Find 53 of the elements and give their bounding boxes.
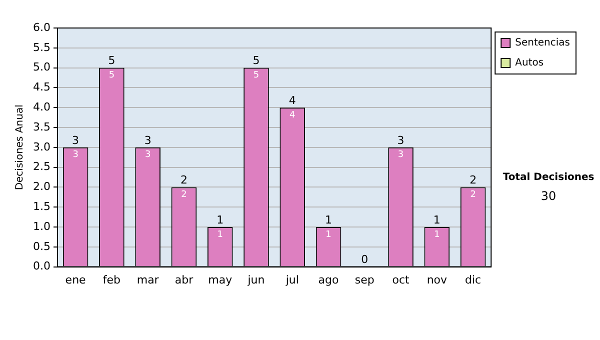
x-tick-label: abr [174, 273, 194, 286]
text: Total Decisiones [502, 172, 596, 183]
x-tick-label: mar [136, 273, 160, 286]
total-label: 1 [216, 213, 224, 226]
data-label: 1 [217, 230, 223, 240]
total-label: 0 [361, 253, 368, 266]
data-label: 1 [326, 230, 332, 240]
total-label: 1 [433, 213, 440, 226]
total-label: 1 [325, 213, 332, 226]
total-label: 5 [252, 54, 260, 68]
total-label: 3 [397, 134, 404, 147]
data-label: 1 [434, 230, 440, 240]
y-tick-label: 5.0 [32, 60, 50, 74]
y-axis-title: Decisiones Anual [14, 104, 26, 190]
x-tick-label: feb [102, 273, 121, 286]
y-tick-label: 5.5 [32, 40, 50, 54]
data-label: 2 [470, 190, 476, 200]
x-tick-label: jun [246, 273, 265, 286]
y-tick-label: 1.0 [32, 220, 50, 233]
x-tick-label: dic [465, 273, 482, 286]
x-tick-label: ago [318, 273, 340, 286]
y-tick-label: 6.0 [32, 20, 50, 34]
y-tick-label: 2.0 [32, 180, 50, 194]
y-tick-label: 1.5 [32, 200, 50, 213]
data-label: 5 [253, 70, 260, 81]
total-label: 3 [144, 134, 152, 147]
data-label: 3 [398, 150, 404, 160]
x-tick-label: oct [392, 273, 410, 286]
y-tick-label: 3.5 [32, 120, 50, 134]
x-tick-label: sep [354, 273, 374, 286]
legend-label: Autos [515, 58, 544, 69]
data-label: 5 [108, 70, 115, 81]
x-tick-label: ene [65, 273, 86, 286]
total-label: 2 [470, 174, 477, 187]
y-tick-label: 0.5 [32, 240, 50, 253]
y-tick-label: 2.5 [32, 160, 50, 174]
total-label: 2 [180, 174, 188, 187]
data-label: 3 [72, 150, 78, 160]
y-tick-label: 0.0 [32, 260, 50, 273]
legend-label: Sentencias [515, 38, 570, 49]
x-tick-label: may [208, 273, 233, 286]
x-tick-label: nov [426, 273, 448, 286]
data-label: 3 [144, 150, 151, 160]
text: 30 [540, 189, 558, 203]
y-tick-label: 4.0 [32, 100, 50, 114]
data-label: 2 [181, 190, 187, 200]
x-tick-label: jul [284, 273, 299, 286]
data-label: 4 [290, 110, 296, 120]
y-tick-label: 3.0 [32, 140, 50, 154]
total-label: 5 [108, 54, 116, 68]
total-label: 3 [72, 134, 80, 147]
total-label: 4 [288, 94, 296, 107]
y-tick-label: 4.5 [32, 80, 50, 94]
